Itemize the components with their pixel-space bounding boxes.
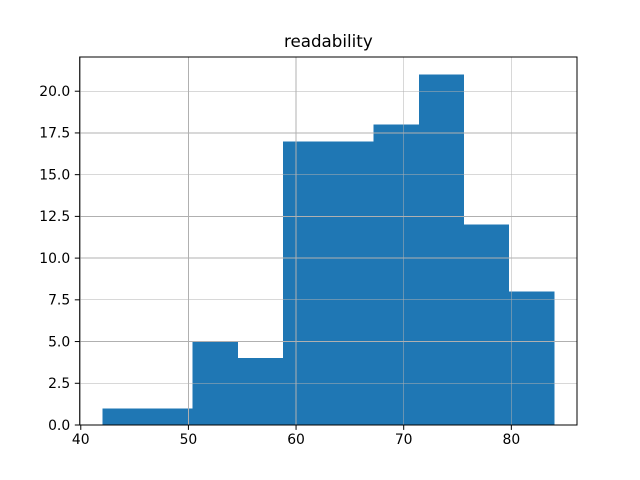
gridlines-layer (79, 57, 577, 426)
y-tick-label: 15.0 (39, 167, 70, 183)
chart-title: readability (284, 31, 373, 51)
x-tick-label: 70 (395, 432, 413, 448)
plot-border (79, 56, 578, 426)
y-tick-label: 12.5 (39, 209, 70, 225)
x-tick-label: 40 (72, 432, 90, 448)
x-tick-label: 60 (287, 432, 305, 448)
x-tick-label: 50 (180, 432, 198, 448)
histogram-bar (328, 141, 374, 425)
histogram-bar (102, 408, 148, 425)
histogram-bar (283, 141, 329, 425)
histogram-bars-layer (102, 74, 555, 426)
y-tick-label: 0.0 (48, 418, 70, 434)
histogram-bar (237, 358, 284, 425)
histogram-bar (509, 291, 555, 425)
y-tick-label: 10.0 (39, 251, 70, 267)
axis-ticks-layer: 40 50 60 70 80 0.0 2.5 5.0 7.5 10.0 12.5 15.0 17.5 20… (39, 84, 520, 448)
histogram-bar (418, 74, 464, 426)
y-tick-label: 17.5 (39, 126, 70, 142)
histogram-bar (147, 408, 193, 425)
histogram-bar (463, 224, 510, 425)
y-tick-label: 5.0 (48, 334, 70, 350)
y-tick-label: 20.0 (39, 84, 70, 100)
x-tick-label: 80 (502, 432, 520, 448)
y-tick-label: 7.5 (48, 293, 70, 309)
histogram-bar (373, 124, 419, 426)
y-tick-label: 2.5 (48, 376, 70, 392)
